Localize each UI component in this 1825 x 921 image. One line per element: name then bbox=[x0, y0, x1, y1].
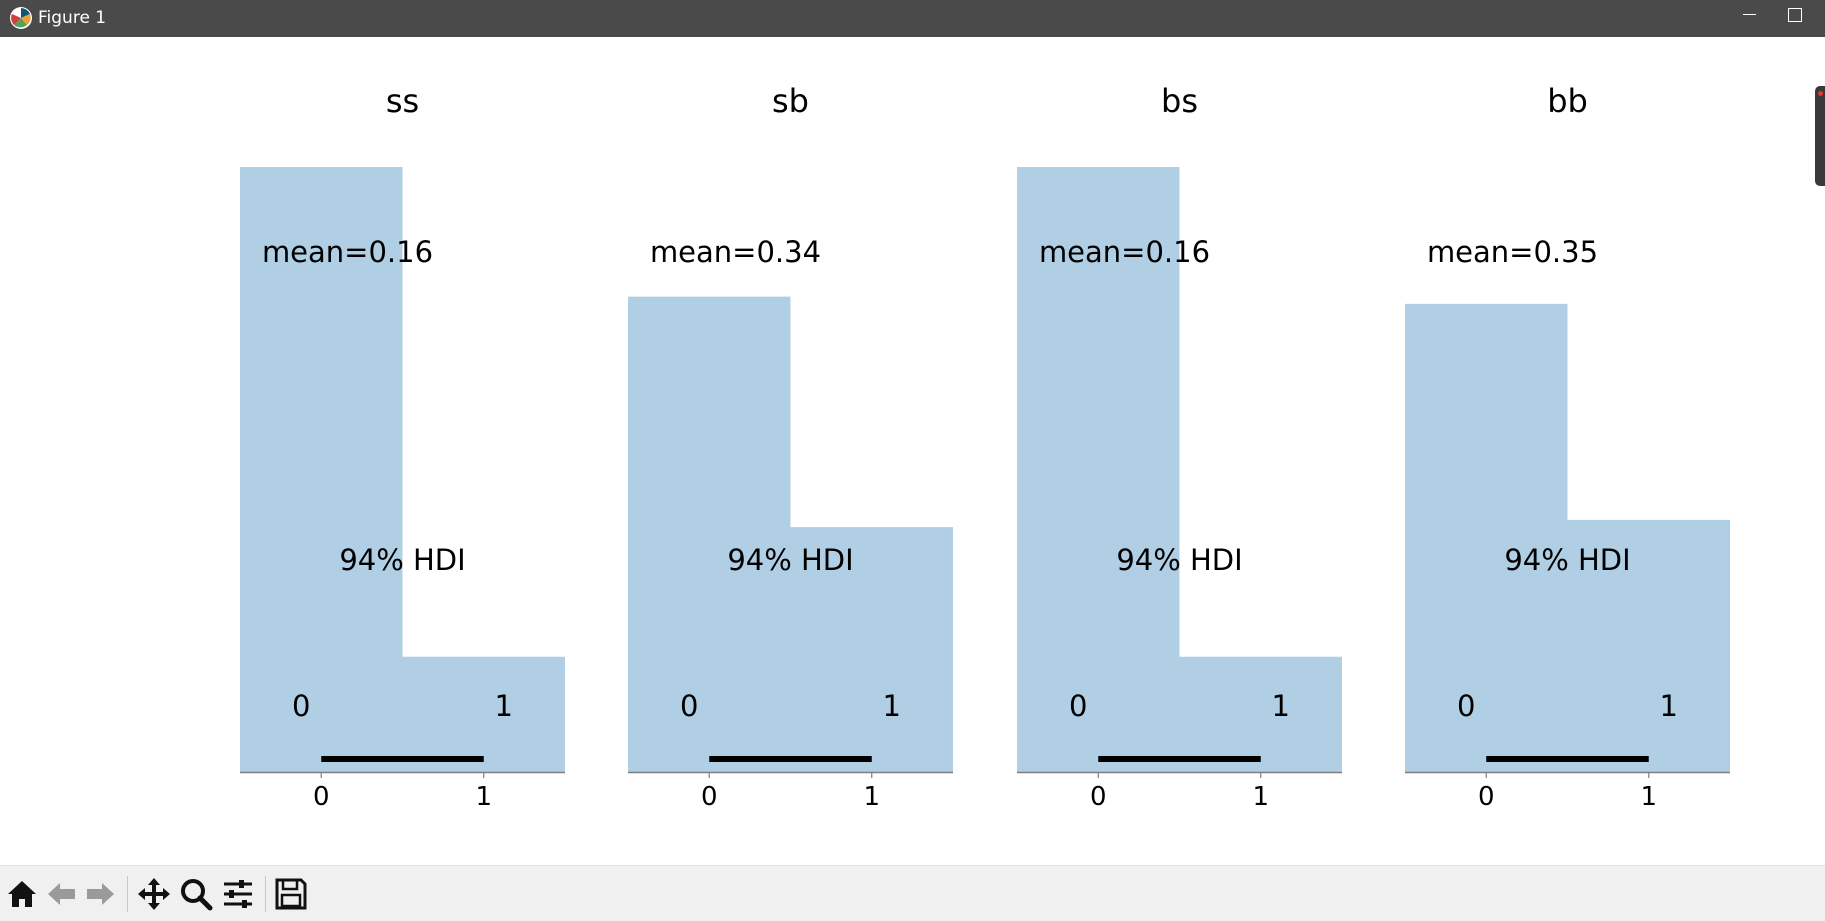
mean-label: mean=0.34 bbox=[650, 235, 821, 269]
subplot-title: bb bbox=[1547, 82, 1588, 120]
hdi-upper-label: 1 bbox=[883, 689, 901, 723]
x-tick-label: 1 bbox=[863, 782, 880, 812]
hdi-upper-label: 1 bbox=[1272, 689, 1290, 723]
back-arrow-icon bbox=[48, 883, 75, 905]
minimize-button[interactable] bbox=[1731, 0, 1767, 30]
matplotlib-logo-icon bbox=[10, 7, 32, 29]
hdi-label: 94% HDI bbox=[339, 543, 465, 577]
x-tick-label: 0 bbox=[1090, 782, 1107, 812]
subplot-title: bs bbox=[1161, 82, 1198, 120]
back-button[interactable] bbox=[44, 876, 80, 912]
figure-canvas[interactable]: 0 1 ss mean=0.16 94% HDI 0 1 0 1 sb mean=0.34 94% H… bbox=[0, 37, 1825, 865]
subplot-title: ss bbox=[386, 82, 419, 120]
mean-label: mean=0.35 bbox=[1427, 235, 1598, 269]
bar-ss-1 bbox=[402, 656, 565, 772]
forward-arrow-icon bbox=[87, 883, 114, 905]
configure-subplots-button[interactable] bbox=[220, 876, 256, 912]
hdi-label: 94% HDI bbox=[727, 543, 853, 577]
hdi-label: 94% HDI bbox=[1116, 543, 1242, 577]
home-button[interactable] bbox=[4, 876, 40, 912]
side-panel-tab[interactable] bbox=[1815, 86, 1825, 186]
save-icon bbox=[275, 878, 307, 910]
hdi-lower-label: 0 bbox=[292, 689, 310, 723]
hdi-upper-label: 1 bbox=[495, 689, 513, 723]
subplot-title: sb bbox=[772, 82, 809, 120]
x-tick-label: 1 bbox=[1252, 782, 1269, 812]
mean-label: mean=0.16 bbox=[262, 235, 433, 269]
zoom-icon bbox=[181, 879, 213, 911]
hdi-lower-label: 0 bbox=[680, 689, 698, 723]
x-tick-label: 0 bbox=[313, 782, 330, 812]
toolbar-separator bbox=[265, 876, 266, 912]
mean-label: mean=0.16 bbox=[1039, 235, 1210, 269]
bar-sb-0 bbox=[628, 296, 791, 772]
x-tick-label: 0 bbox=[701, 782, 718, 812]
toolbar-separator bbox=[127, 876, 128, 912]
forward-button[interactable] bbox=[82, 876, 118, 912]
maximize-button[interactable] bbox=[1777, 0, 1825, 30]
bar-bs-1 bbox=[1179, 656, 1342, 772]
hdi-label: 94% HDI bbox=[1504, 543, 1630, 577]
x-tick-label: 0 bbox=[1478, 782, 1495, 812]
bar-bs-0 bbox=[1017, 167, 1180, 772]
configure-subplots-icon bbox=[224, 880, 252, 908]
pan-button[interactable] bbox=[136, 876, 172, 912]
hdi-upper-label: 1 bbox=[1660, 689, 1678, 723]
hdi-lower-label: 0 bbox=[1457, 689, 1475, 723]
bar-ss-0 bbox=[240, 167, 403, 772]
navigation-toolbar bbox=[0, 865, 1825, 921]
bar-bb-0 bbox=[1405, 303, 1568, 772]
chart-svg: 0 1 ss mean=0.16 94% HDI 0 1 0 1 sb mean=0.34 94% H… bbox=[240, 82, 1730, 812]
window-titlebar: Figure 1 bbox=[0, 0, 1825, 37]
home-icon bbox=[8, 881, 36, 907]
x-tick-label: 1 bbox=[1640, 782, 1657, 812]
hdi-lower-label: 0 bbox=[1069, 689, 1087, 723]
zoom-button[interactable] bbox=[178, 876, 214, 912]
bar-bb-1 bbox=[1567, 519, 1730, 772]
bar-sb-1 bbox=[790, 527, 953, 772]
save-button[interactable] bbox=[273, 876, 309, 912]
window-title: Figure 1 bbox=[38, 8, 107, 28]
x-tick-label: 1 bbox=[475, 782, 492, 812]
pan-icon bbox=[138, 878, 170, 910]
